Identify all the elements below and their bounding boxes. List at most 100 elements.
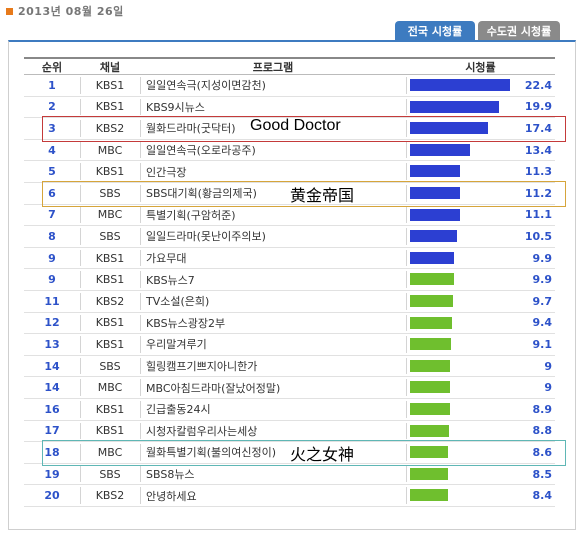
- table-row: 19 SBS SBS8뉴스 8.5: [24, 464, 555, 486]
- rating-bar: [410, 100, 499, 113]
- column-divider: [406, 357, 407, 375]
- column-divider: [80, 120, 81, 137]
- rank-cell: 5: [48, 165, 56, 179]
- channel-cell: MBC: [97, 381, 123, 395]
- table-row: 3 KBS2 월화드라마(굿닥터) 17.4: [24, 118, 555, 140]
- rating-bar: [410, 143, 470, 156]
- rank-cell: 1: [48, 78, 56, 92]
- rank-cell: 3: [48, 121, 56, 135]
- column-divider: [80, 336, 81, 353]
- program-cell: KBS뉴스광장2부: [146, 316, 226, 330]
- rating-value: 17.4: [524, 121, 552, 135]
- program-cell: 월화특별기획(불의여신정이): [146, 446, 277, 460]
- rating-value: 9: [544, 359, 552, 373]
- column-divider: [140, 487, 141, 504]
- column-divider: [406, 141, 407, 159]
- program-cell: 우리말겨루기: [146, 338, 207, 352]
- column-divider: [406, 249, 407, 267]
- column-divider: [406, 422, 407, 440]
- header-rank: 순위: [41, 61, 63, 74]
- column-divider: [140, 141, 141, 159]
- column-divider: [406, 206, 407, 224]
- program-cell: 시청자칼럼우리사는세상: [146, 424, 258, 438]
- rating-value: 19.9: [524, 100, 552, 114]
- tab-capital-ratings[interactable]: 수도권 시청률: [478, 21, 560, 41]
- rating-bar: [410, 359, 450, 372]
- rank-cell: 12: [44, 316, 60, 330]
- program-cell: 힐링캠프기쁘지아니한가: [146, 360, 258, 374]
- column-divider: [406, 336, 407, 353]
- table-row: 14 SBS 힐링캠프기쁘지아니한가 9: [24, 356, 555, 378]
- program-cell: TV소설(은희): [146, 295, 210, 309]
- column-divider: [80, 228, 81, 245]
- column-divider: [140, 401, 141, 418]
- program-cell: KBS9시뉴스: [146, 100, 205, 114]
- rank-cell: 9: [48, 251, 56, 265]
- channel-cell: SBS: [99, 359, 121, 373]
- column-divider: [140, 120, 141, 137]
- rating-bar: [410, 403, 450, 415]
- program-cell: 가요무대: [146, 252, 187, 266]
- table-row: 9 KBS1 가요무대 9.9: [24, 248, 555, 270]
- column-divider: [80, 98, 81, 116]
- column-divider: [406, 379, 407, 396]
- channel-cell: SBS: [99, 229, 121, 243]
- rank-cell: 14: [44, 359, 60, 373]
- rating-value: 11.3: [524, 165, 552, 179]
- highlight-annotation: 火之女神: [290, 445, 355, 465]
- channel-cell: MBC: [97, 445, 123, 459]
- rating-value: 8.8: [532, 424, 553, 438]
- column-divider: [406, 465, 407, 483]
- column-divider: [80, 314, 81, 332]
- column-divider: [406, 228, 407, 245]
- highlight-box: [42, 116, 566, 142]
- column-divider: [80, 422, 81, 440]
- table-header: 순위 채널 프로그램 시청률: [24, 57, 555, 75]
- channel-cell: KBS2: [95, 294, 125, 308]
- channel-cell: SBS: [99, 186, 121, 200]
- program-cell: 일일드라마(못난이주의보): [146, 230, 266, 244]
- column-divider: [140, 379, 141, 396]
- rank-cell: 2: [48, 100, 56, 114]
- table-row: 4 MBC 일일연속극(오로라공주) 13.4: [24, 140, 555, 162]
- rating-value: 8.9: [532, 402, 553, 416]
- column-divider: [406, 98, 407, 116]
- rank-cell: 4: [48, 143, 56, 157]
- rating-value: 9.4: [532, 316, 553, 330]
- date-bullet-icon: [6, 7, 13, 15]
- program-cell: SBS대기획(황금의제국): [146, 187, 257, 201]
- highlight-annotation: 黄金帝国: [290, 186, 355, 205]
- rating-bar: [410, 316, 452, 329]
- rank-cell: 13: [44, 337, 60, 351]
- column-divider: [406, 185, 407, 202]
- channel-cell: KBS1: [95, 165, 125, 179]
- column-divider: [406, 293, 407, 310]
- rank-cell: 6: [48, 186, 56, 200]
- program-cell: MBC아침드라마(잘났어정말): [146, 381, 281, 395]
- program-cell: 월화드라마(굿닥터): [146, 122, 236, 136]
- header-program: 프로그램: [252, 61, 294, 74]
- table-row: 2 KBS1 KBS9시뉴스 19.9: [24, 97, 555, 119]
- column-divider: [406, 401, 407, 418]
- program-cell: 일일연속극(오로라공주): [146, 144, 256, 158]
- rating-value: 11.2: [524, 186, 552, 200]
- rating-value: 22.4: [524, 78, 552, 92]
- column-divider: [80, 487, 81, 504]
- column-divider: [80, 271, 81, 288]
- rating-bar: [410, 446, 448, 459]
- tab-national-ratings[interactable]: 전국 시청률: [395, 21, 475, 41]
- program-cell: 인간극장: [146, 165, 187, 179]
- column-divider: [140, 249, 141, 267]
- rating-bar: [410, 381, 450, 394]
- table-row: 17 KBS1 시청자칼럼우리사는세상 8.8: [24, 421, 555, 443]
- column-divider: [140, 314, 141, 332]
- column-divider: [140, 163, 141, 180]
- table-row: 12 KBS1 KBS뉴스광장2부 9.4: [24, 313, 555, 335]
- table-row: 11 KBS2 TV소설(은희) 9.7: [24, 291, 555, 313]
- channel-cell: MBC: [97, 143, 123, 157]
- rank-cell: 8: [48, 229, 56, 243]
- rating-bar: [410, 273, 454, 286]
- channel-cell: KBS1: [95, 337, 125, 351]
- column-divider: [140, 228, 141, 245]
- column-divider: [140, 336, 141, 353]
